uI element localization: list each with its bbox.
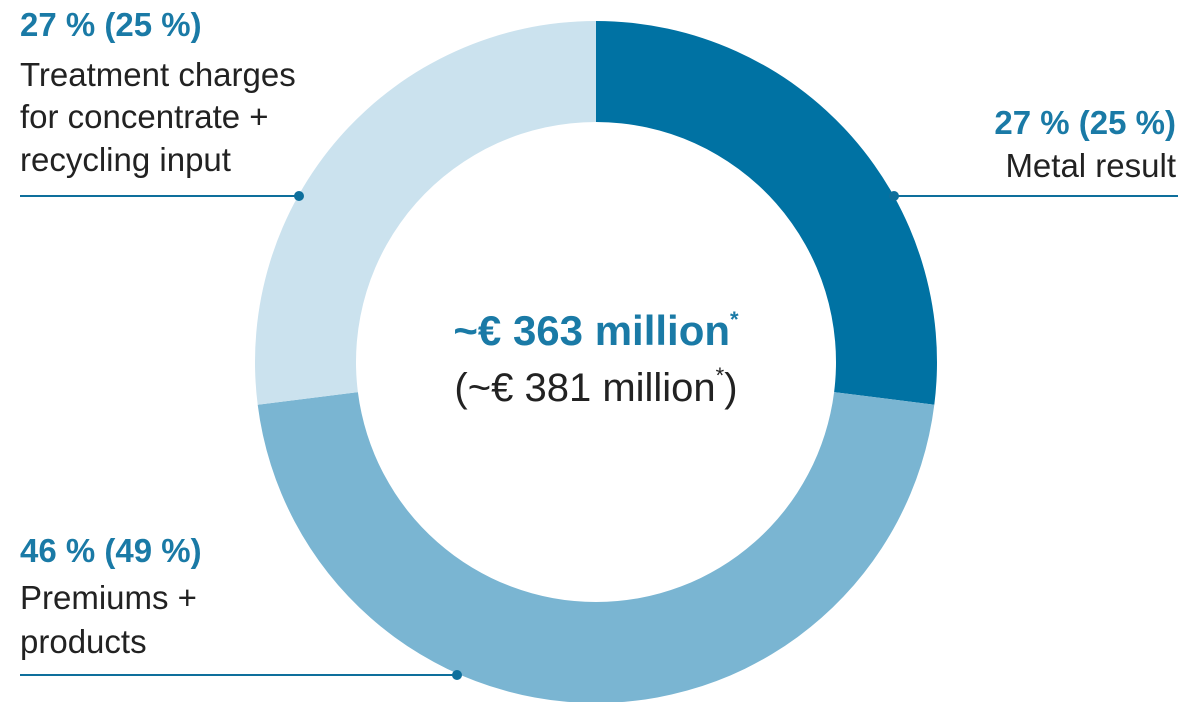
slice-metal — [596, 21, 938, 405]
callout-treatment-label-2: for concentrate + — [20, 98, 269, 135]
center-total-value: ~€ 363 million — [453, 307, 730, 354]
callout-treatment: 27 % (25 %) Treatment charges for concen… — [20, 6, 304, 201]
callout-premiums-label-1: Premiums + — [20, 579, 197, 616]
callout-premiums: 46 % (49 %) Premiums + products — [20, 532, 462, 680]
callout-metal: 27 % (25 %) Metal result — [889, 104, 1178, 201]
callout-metal-dot — [889, 191, 899, 201]
center-previous-value: (~€ 381 million — [454, 366, 715, 410]
callout-treatment-label-3: recycling input — [20, 141, 231, 178]
callout-premiums-percent: 46 % (49 %) — [20, 532, 202, 569]
callout-metal-percent: 27 % (25 %) — [994, 104, 1176, 141]
callout-treatment-label-1: Treatment charges — [20, 56, 296, 93]
callout-premiums-label-2: products — [20, 623, 147, 660]
slice-treatment — [254, 21, 596, 405]
center-previous-total: (~€ 381 million*) — [454, 363, 737, 410]
donut-slices — [254, 21, 938, 702]
callout-metal-label-1: Metal result — [1005, 147, 1176, 184]
center-previous-footnote-mark: * — [716, 363, 725, 388]
center-previous-close: ) — [724, 366, 737, 410]
center-total: ~€ 363 million* — [453, 307, 739, 354]
callout-treatment-dot — [294, 191, 304, 201]
center-total-footnote-mark: * — [730, 307, 739, 332]
callout-premiums-dot — [452, 670, 462, 680]
slice-premiums — [257, 392, 935, 702]
callout-treatment-percent: 27 % (25 %) — [20, 6, 202, 43]
